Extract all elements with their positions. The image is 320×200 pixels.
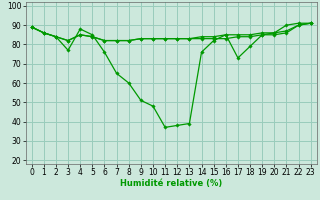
X-axis label: Humidité relative (%): Humidité relative (%) [120, 179, 222, 188]
